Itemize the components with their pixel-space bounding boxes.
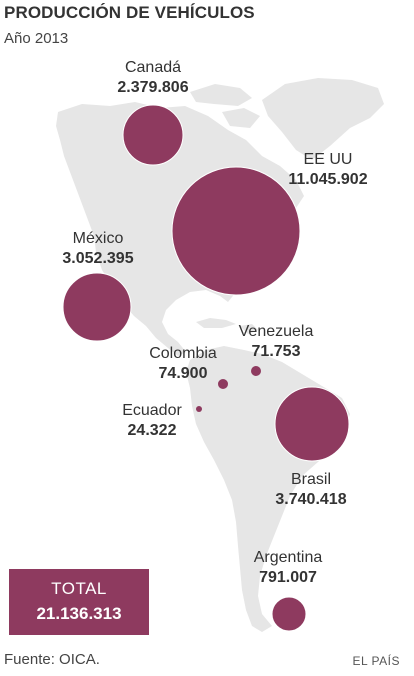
map-title: PRODUCCIÓN DE VEHÍCULOS [4, 3, 255, 22]
label-argentina: Argentina 791.007 [238, 548, 338, 588]
map-subtitle: Año 2013 [4, 30, 69, 47]
country-value: 74.900 [158, 365, 208, 382]
total-label: TOTAL [51, 579, 107, 598]
bubble-venezuela [251, 366, 261, 376]
country-value: 2.379.806 [117, 79, 189, 96]
label-colombia: Colombia 74.900 [133, 344, 233, 384]
label-mexico: México 3.052.395 [48, 229, 148, 269]
caribbean-islands-shape-2 [240, 324, 258, 334]
label-venezuela: Venezuela 71.753 [226, 322, 326, 362]
bubble-eeuu [171, 166, 301, 296]
total-value: 21.136.313 [36, 604, 122, 623]
label-canada: Canadá 2.379.806 [103, 58, 203, 98]
bubble-colombia [218, 379, 228, 389]
country-name: Colombia [149, 345, 217, 362]
country-value: 791.007 [259, 569, 317, 586]
country-value: 3.052.395 [62, 250, 134, 267]
label-ecuador: Ecuador 24.322 [102, 401, 202, 441]
country-value: 11.045.902 [288, 171, 368, 188]
label-brasil: Brasil 3.740.418 [261, 470, 361, 510]
source-note: Fuente: OICA. [4, 651, 100, 668]
arctic-islands-shape-2 [222, 108, 260, 128]
label-eeuu: EE UU 11.045.902 [278, 150, 378, 190]
country-value: 3.740.418 [275, 491, 347, 508]
arctic-islands-shape [190, 84, 252, 106]
country-value: 71.753 [251, 343, 301, 360]
country-name: EE UU [303, 151, 353, 168]
bubble-ecuador [196, 406, 202, 412]
bubble-canada [122, 104, 184, 166]
country-name: Brasil [290, 471, 331, 488]
publisher-logo: EL PAÍS [352, 654, 400, 668]
bubble-brasil [274, 386, 350, 462]
country-value: 24.322 [127, 422, 177, 439]
country-name: Ecuador [122, 402, 182, 419]
bubble-mexico [62, 272, 132, 342]
greenland-shape [262, 78, 384, 160]
caribbean-islands-shape [196, 318, 236, 328]
country-name: Canadá [124, 59, 182, 76]
country-name: Venezuela [238, 323, 314, 340]
total-box: TOTAL 21.136.313 [9, 569, 149, 635]
country-name: México [72, 230, 124, 247]
bubble-argentina [271, 596, 307, 632]
country-name: Argentina [253, 549, 323, 566]
